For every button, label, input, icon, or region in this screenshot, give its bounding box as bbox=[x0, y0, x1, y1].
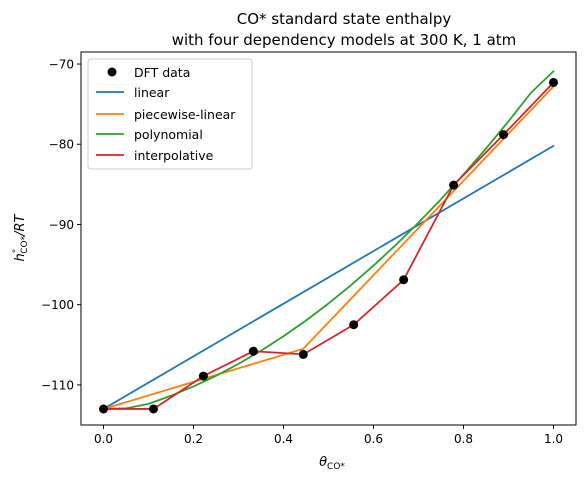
x-axis-label-sub: CO* bbox=[327, 462, 345, 472]
y-tick-label: −90 bbox=[49, 218, 74, 232]
x-axis-ticks: 0.0 0.2 0.4 0.6 0.8 1.0 bbox=[94, 425, 563, 446]
series-line-piecewise-linear bbox=[102, 85, 555, 410]
x-tick-label: 0.4 bbox=[274, 432, 293, 446]
series-line-linear bbox=[102, 144, 555, 410]
x-tick-label: 1.0 bbox=[544, 432, 563, 446]
dft-data-point bbox=[148, 404, 158, 414]
dft-data-point bbox=[449, 180, 459, 190]
x-tick-label: 0.6 bbox=[364, 432, 383, 446]
y-axis-label-tail: /RT bbox=[13, 213, 28, 236]
legend: DFT data linear piecewise-linear polynom… bbox=[87, 58, 253, 170]
x-tick-label: 0.2 bbox=[184, 432, 203, 446]
legend-marker-dft bbox=[107, 67, 117, 77]
dft-data-point bbox=[549, 77, 558, 87]
legend-label-linear: linear bbox=[134, 85, 170, 100]
y-axis-label-main: h bbox=[13, 253, 28, 261]
y-axis-label: h°CO*/RT bbox=[12, 213, 30, 261]
dft-points bbox=[99, 77, 558, 414]
x-axis-label-main: θ bbox=[319, 455, 327, 470]
chart-title-line2: with four dependency models at 300 K, 1 … bbox=[172, 31, 517, 49]
legend-label-interpolative: interpolative bbox=[134, 148, 214, 163]
legend-label-polynomial: polynomial bbox=[134, 127, 203, 142]
dft-data-point bbox=[399, 275, 409, 285]
y-tick-label: −100 bbox=[41, 298, 74, 312]
y-axis-label-sub: CO* bbox=[20, 235, 30, 253]
dft-data-point bbox=[198, 371, 208, 381]
series-lines bbox=[102, 70, 555, 410]
y-tick-label: −70 bbox=[49, 58, 74, 72]
x-axis-label: θCO* bbox=[319, 455, 345, 472]
chart-title-line1: CO* standard state enthalpy bbox=[237, 10, 452, 28]
y-axis-label-sup: ° bbox=[12, 249, 22, 254]
y-axis-ticks: −110 −100 −90 −80 −70 bbox=[41, 58, 81, 392]
x-tick-label: 0.0 bbox=[94, 432, 113, 446]
y-tick-label: −110 bbox=[41, 378, 74, 392]
y-tick-label: −80 bbox=[49, 138, 74, 152]
series-line-interpolative bbox=[102, 81, 555, 410]
dft-data-point bbox=[499, 130, 509, 140]
dft-data-point bbox=[99, 404, 108, 414]
legend-box bbox=[87, 58, 253, 170]
plot-frame bbox=[80, 51, 577, 426]
dft-data-point bbox=[349, 320, 359, 330]
legend-label-dft: DFT data bbox=[134, 65, 190, 80]
dft-data-point bbox=[298, 349, 308, 359]
legend-label-piecewise-linear: piecewise-linear bbox=[134, 107, 236, 122]
dft-data-point bbox=[248, 346, 258, 356]
x-tick-label: 0.8 bbox=[454, 432, 473, 446]
